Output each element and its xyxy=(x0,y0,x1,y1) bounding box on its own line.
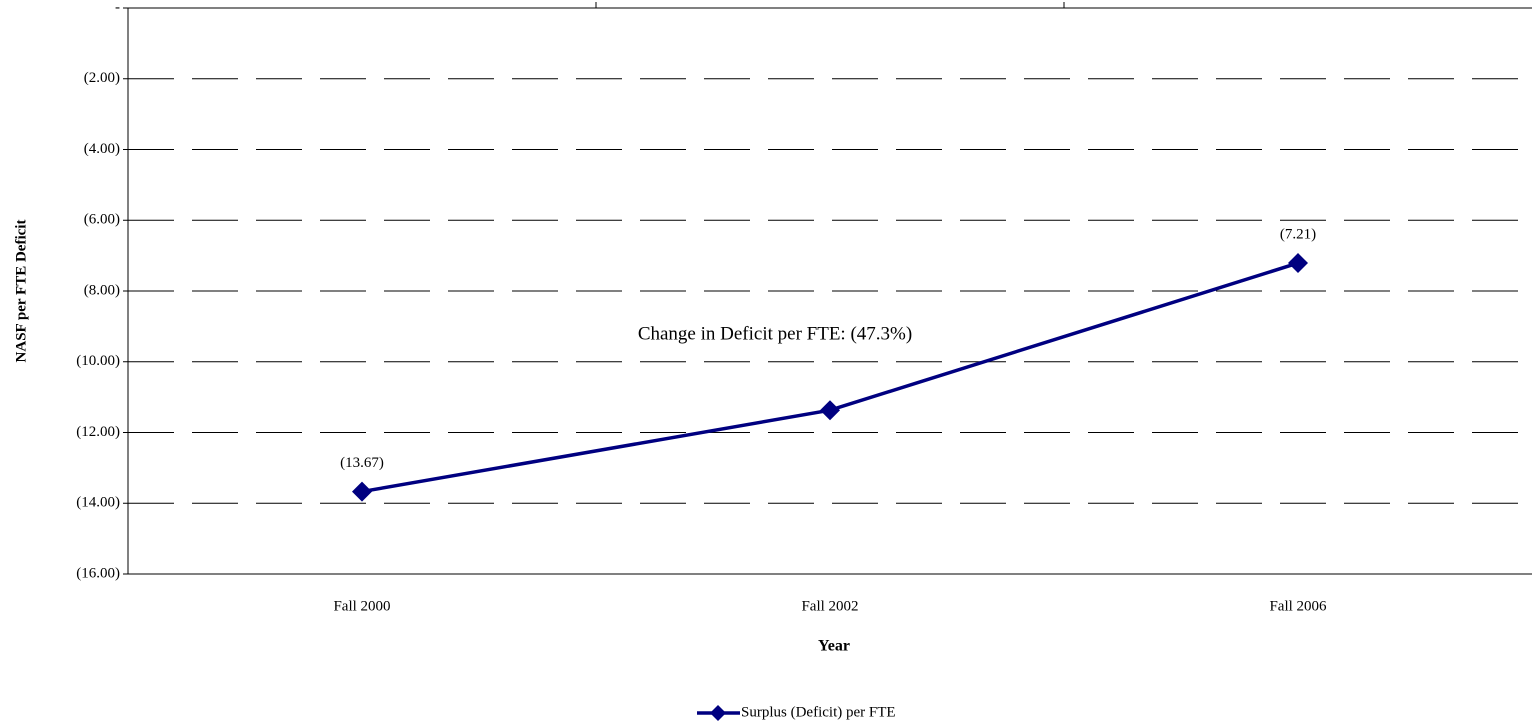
legend-label: Surplus (Deficit) per FTE xyxy=(741,704,896,720)
x-axis-label: Year xyxy=(818,638,850,655)
annotation: Change in Deficit per FTE: (47.3%) xyxy=(638,323,912,344)
legend-marker xyxy=(710,705,726,721)
data-label: (13.67) xyxy=(340,455,384,471)
data-point xyxy=(352,481,372,502)
y-tick-label: (8.00) xyxy=(84,282,120,298)
y-axis-label: NASF per FTE Deficit xyxy=(13,220,29,363)
x-tick-label: Fall 2002 xyxy=(801,598,858,614)
y-tick-label: (14.00) xyxy=(76,495,120,511)
data-point xyxy=(1288,253,1308,274)
series-line xyxy=(361,261,1299,494)
data-label: (7.21) xyxy=(1280,226,1316,242)
y-tick-label: (16.00) xyxy=(76,565,120,581)
y-tick-label: - xyxy=(115,0,120,15)
y-tick-label: (6.00) xyxy=(84,212,120,228)
y-tick-label: (4.00) xyxy=(84,141,120,157)
data-point xyxy=(820,400,840,421)
x-tick-label: Fall 2006 xyxy=(1269,598,1327,614)
y-tick-label: (12.00) xyxy=(76,424,120,440)
y-tick-label: (10.00) xyxy=(76,353,120,369)
y-tick-label: (2.00) xyxy=(84,70,120,86)
x-tick-label: Fall 2000 xyxy=(333,598,390,614)
